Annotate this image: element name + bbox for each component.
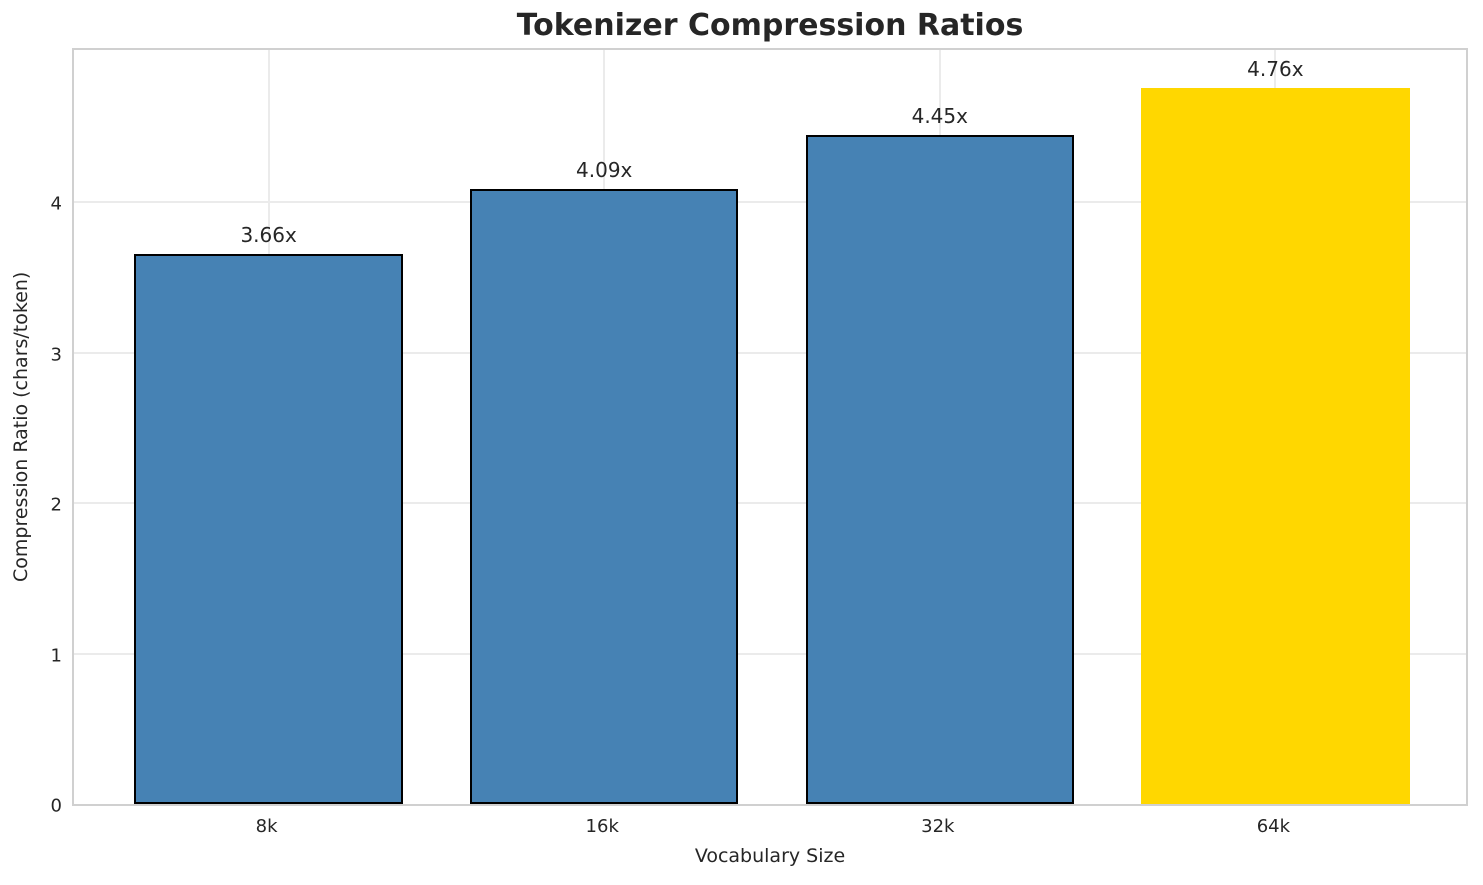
bar-value-label-16k: 4.09x <box>576 157 633 182</box>
bar-16k <box>469 188 739 804</box>
y-tick-label-0: 0 <box>50 795 62 817</box>
x-tick-label-32k: 32k <box>921 816 955 837</box>
h-gridline-3 <box>74 351 1466 354</box>
x-tick-label-64k: 64k <box>1256 816 1291 837</box>
x-tick-label-8k: 8k <box>255 816 278 837</box>
h-gridline-2 <box>74 502 1466 505</box>
bar-value-label-8k: 3.66x <box>240 222 297 247</box>
x-axis-label: Vocabulary Size <box>694 845 846 867</box>
bar-32k <box>805 134 1074 804</box>
plot-area: 3.66x 4.09x 4.45x 4.76x <box>72 48 1468 806</box>
chart-title: Tokenizer Compression Ratios <box>516 8 1024 43</box>
h-gridline-4 <box>74 201 1466 204</box>
x-tick-label-16k: 16k <box>585 816 619 837</box>
bar-8k <box>134 253 403 804</box>
y-tick-label-1: 1 <box>50 645 62 667</box>
h-gridline-1 <box>74 652 1466 655</box>
y-tick-label-3: 3 <box>50 344 62 366</box>
bar-value-label-32k: 4.45x <box>911 103 968 128</box>
y-axis-label: Compression Ratio (chars/token) <box>10 271 32 583</box>
y-tick-label-4: 4 <box>50 193 62 215</box>
bar-64k <box>1141 88 1410 804</box>
y-tick-label-2: 2 <box>50 494 62 516</box>
bar-value-label-64k: 4.76x <box>1247 57 1304 82</box>
